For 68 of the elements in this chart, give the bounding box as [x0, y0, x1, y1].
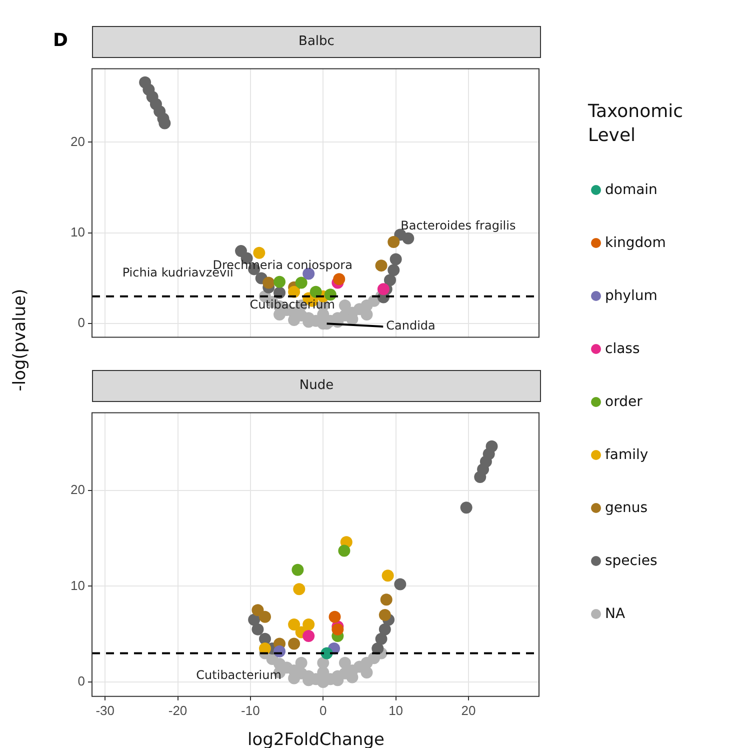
x-tick-label: 20	[461, 702, 476, 718]
annotation: Candida	[386, 318, 436, 333]
annotation: Bacteroides fragilis	[400, 218, 516, 232]
x-tick-label: -10	[241, 702, 260, 718]
point	[388, 264, 400, 276]
point	[360, 308, 373, 321]
point	[288, 618, 300, 631]
point	[258, 610, 271, 623]
point	[375, 260, 388, 272]
y-tick-label: 20	[70, 134, 85, 149]
point	[388, 236, 400, 248]
point	[377, 283, 390, 296]
y-tick-label: 20	[70, 482, 85, 497]
y-axis-title: -log(pvalue)	[10, 288, 30, 394]
point	[390, 253, 402, 266]
y-tick-label: 10	[70, 224, 85, 240]
point	[274, 276, 286, 288]
legend-label: domain	[605, 181, 658, 200]
legend-label: kingdom	[605, 234, 666, 253]
point	[332, 623, 344, 636]
point	[382, 570, 394, 582]
point	[460, 502, 472, 514]
point	[372, 642, 384, 654]
point	[486, 440, 498, 452]
point	[338, 299, 351, 312]
point	[302, 618, 315, 631]
point	[302, 630, 315, 642]
legend-label: genus	[605, 499, 648, 518]
point	[378, 608, 391, 621]
point	[295, 656, 308, 669]
chart-title: Balbc	[92, 26, 541, 58]
x-tick-label: 10	[388, 702, 404, 718]
y-tick-label: 0	[78, 315, 85, 330]
point	[338, 544, 350, 557]
legend-title: Taxonomic Level	[588, 100, 684, 148]
legend-label: order	[605, 393, 642, 412]
point	[317, 656, 330, 669]
point	[252, 604, 264, 616]
point	[295, 276, 308, 289]
point	[293, 583, 306, 596]
legend-label: family	[605, 446, 648, 465]
x-tick-label: 0	[320, 702, 327, 718]
point	[253, 246, 266, 259]
point	[333, 273, 346, 286]
annotation: Cutibacterium	[196, 668, 282, 682]
annotation: Cutibacterium	[250, 298, 335, 312]
point	[252, 623, 264, 636]
point	[338, 656, 351, 669]
legend-label: class	[605, 340, 640, 359]
y-tick-label: 10	[70, 578, 85, 593]
x-tick-label: -20	[168, 702, 188, 718]
text: D	[53, 30, 68, 51]
point	[328, 610, 341, 623]
point	[288, 638, 300, 650]
point	[375, 632, 388, 645]
y-tick-label: 0	[78, 674, 85, 689]
legend-label: NA	[605, 605, 626, 624]
x-tick-label: -30	[96, 702, 114, 718]
point	[394, 578, 406, 590]
chart-title: Nude	[92, 370, 541, 402]
point	[360, 666, 373, 678]
legend-label: phylum	[605, 287, 658, 306]
legend-label: species	[605, 552, 658, 571]
point	[292, 564, 304, 576]
point	[384, 274, 396, 286]
point	[380, 594, 392, 606]
point	[262, 276, 275, 289]
point	[310, 286, 322, 298]
